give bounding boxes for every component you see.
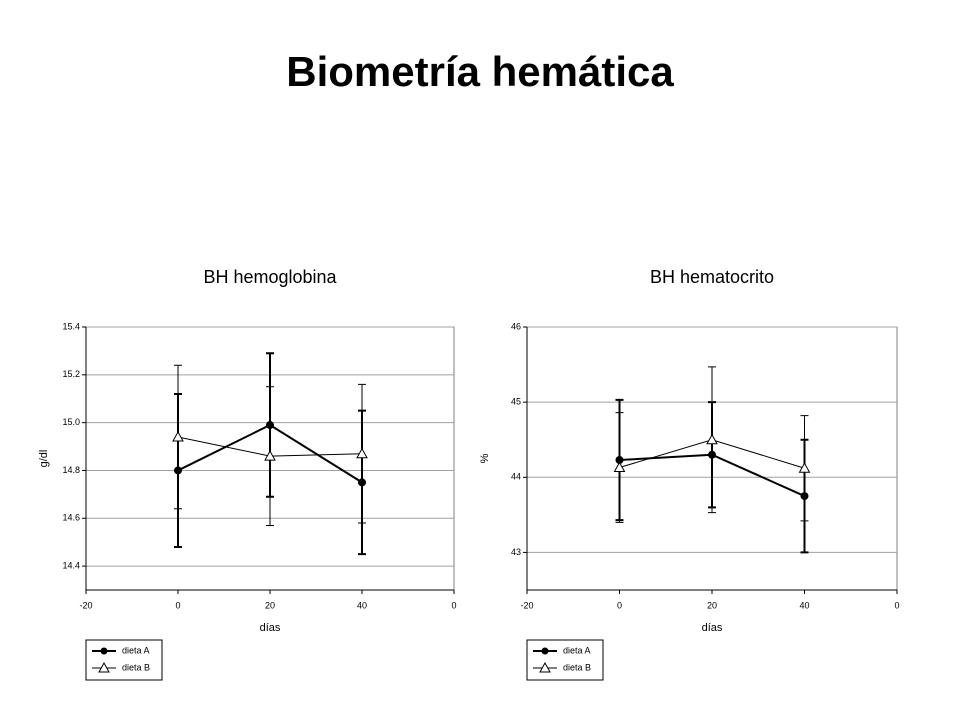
chart-title: BH hematocrito	[650, 267, 774, 287]
marker	[264, 450, 276, 461]
y-tick-label: 43	[511, 547, 521, 557]
marker	[798, 462, 811, 473]
x-axis-label: días	[702, 622, 723, 634]
marker	[356, 447, 368, 459]
x-tick-label: 0	[894, 600, 899, 610]
legend-box	[85, 639, 163, 681]
y-tick-label: 14.4	[62, 560, 80, 570]
y-tick-label: 15.4	[62, 321, 80, 331]
x-tick-label: -20	[520, 600, 533, 610]
legend-label: dieta B	[563, 662, 591, 672]
marker	[613, 461, 626, 473]
x-tick-label: 20	[707, 600, 717, 610]
legend-label: dieta B	[122, 662, 150, 672]
marker	[706, 433, 718, 445]
legend-marker	[539, 661, 551, 673]
x-tick-label: 20	[265, 600, 275, 610]
y-axis-label: %	[479, 453, 491, 463]
legend-marker	[100, 647, 108, 655]
y-tick-label: 44	[511, 472, 521, 482]
series	[613, 366, 811, 523]
y-tick-label: 15.2	[62, 369, 80, 379]
chart-title: BH hemoglobina	[203, 267, 337, 287]
x-tick-label: 0	[617, 600, 622, 610]
y-axis-label: g/dl	[38, 450, 50, 468]
y-tick-label: 14.6	[62, 513, 80, 523]
x-tick-label: 40	[799, 600, 809, 610]
y-tick-label: 15.0	[62, 417, 80, 427]
x-axis-label: días	[260, 622, 281, 634]
slide-title: Biometría hemática	[286, 48, 674, 95]
y-tick-label: 14.8	[62, 465, 80, 475]
legend-box	[526, 639, 604, 681]
x-tick-label: 0	[175, 600, 180, 610]
series	[172, 364, 368, 526]
legend-marker	[541, 647, 549, 655]
legend-marker	[98, 661, 110, 673]
y-tick-label: 45	[511, 397, 521, 407]
x-tick-label: 40	[357, 600, 367, 610]
x-tick-label: -20	[79, 600, 92, 610]
marker	[172, 430, 184, 442]
x-tick-label: 0	[451, 600, 456, 610]
y-tick-label: 46	[511, 321, 521, 331]
legend-label: dieta A	[122, 645, 150, 655]
legend-label: dieta A	[563, 645, 591, 655]
